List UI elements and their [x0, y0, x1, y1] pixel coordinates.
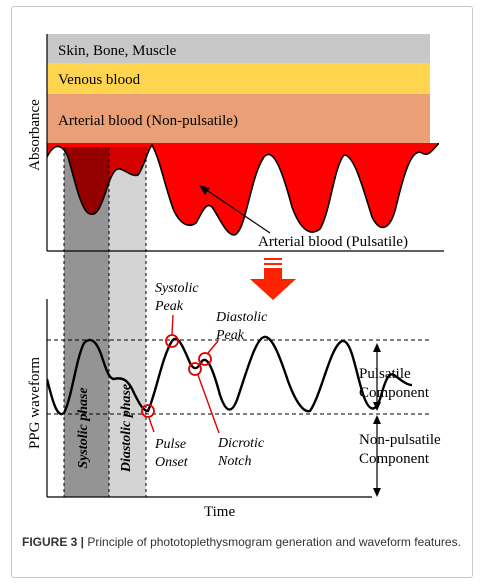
- diastolic-peak-pointer: [207, 340, 219, 354]
- dicrotic-notch-label: Dicrotic Notch: [217, 436, 268, 469]
- layer-label-tissue: Skin, Bone, Muscle: [58, 43, 177, 59]
- pulsatile-component-label: Pulsatile Component: [359, 366, 430, 401]
- tissue-layer: [47, 34, 430, 63]
- diastolic-phase-label: Diastolic phase: [119, 384, 134, 473]
- systolic-phase-label: Systolic phase: [76, 387, 91, 468]
- layer-label-venous: Venous blood: [58, 72, 141, 88]
- ppg-waveform: [47, 335, 413, 416]
- systolic-peak-pointer: [171, 314, 174, 335]
- pulsatile-label: Arterial blood (Pulsatile): [258, 234, 408, 250]
- layer-label-arterial-np: Arterial blood (Non-pulsatile): [58, 113, 238, 129]
- systolic-peak-label: Systolic Peak: [154, 281, 202, 314]
- diastolic-peak-label: Diastolic Peak: [215, 310, 271, 343]
- pulse-onset-label: Pulse Onset: [154, 437, 190, 470]
- pulsatile-region: [47, 143, 439, 235]
- dicrotic-notch-pointer: [197, 374, 220, 434]
- systolic-phase-band: [64, 147, 109, 497]
- figure-caption: FIGURE 3 | Principle of phototoplethysmo…: [22, 534, 462, 551]
- diastolic-peak-marker: [198, 352, 212, 366]
- ppg-diagram: Skin, Bone, Muscle Venous blood Arterial…: [27, 34, 444, 520]
- pulsatile-pointer: [204, 188, 271, 234]
- caption-text: Principle of phototoplethysmogram genera…: [84, 535, 461, 549]
- ppg-axis-label: PPG waveform: [27, 357, 43, 449]
- pulse-onset-marker: [141, 404, 155, 418]
- absorbance-axis-label: Absorbance: [27, 99, 43, 171]
- caption-label: FIGURE 3 |: [22, 535, 85, 549]
- non-pulsatile-bracket: [373, 415, 381, 497]
- down-arrow-icon: [250, 258, 296, 300]
- arterial-nonpulsatile-layer: [47, 94, 430, 146]
- venous-layer: [47, 63, 430, 94]
- diastolic-phase-band: [109, 147, 146, 497]
- pulsatile-pointer-head: [199, 185, 210, 195]
- non-pulsatile-component-label: Non-pulsatile Component: [359, 432, 444, 467]
- pulsatile-outline: [47, 143, 439, 236]
- pulse-onset-pointer: [148, 417, 155, 433]
- pulsatile-bracket: [373, 343, 381, 411]
- dicrotic-notch-marker: [188, 362, 202, 376]
- systolic-peak-marker: [165, 334, 179, 348]
- time-axis-label: Time: [204, 504, 235, 520]
- figure-panel: Skin, Bone, Muscle Venous blood Arterial…: [11, 6, 473, 578]
